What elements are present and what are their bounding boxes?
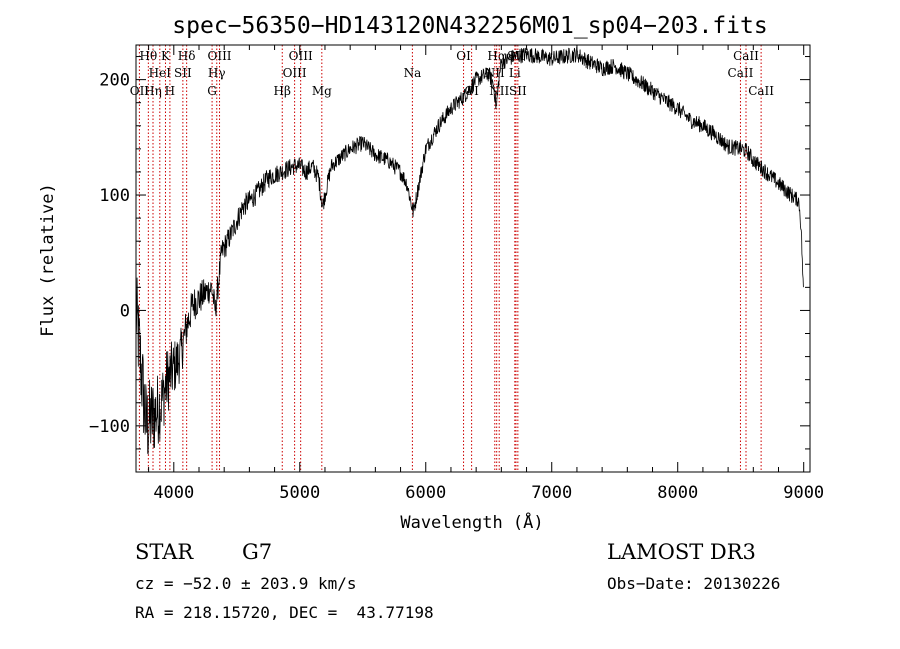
spectral-line-label: K (161, 49, 171, 63)
spectral-line-label: NII (489, 84, 509, 98)
spectral-line-label: Hη (144, 84, 162, 98)
obs-date-text: Obs−Date: 20130226 (607, 574, 781, 593)
spectral-line-label: H (165, 84, 175, 98)
spectral-line-label: Hδ (178, 49, 196, 63)
x-axis-label: Wavelength (Å) (400, 511, 543, 533)
spectral-line-label: Na (404, 66, 422, 80)
y-axis-label: Flux (relative) (38, 183, 58, 337)
y-tick-label: −100 (89, 417, 130, 437)
spectral-line-label: HeI (149, 66, 172, 80)
spectrum-line (135, 47, 804, 456)
object-subclass: G7 (242, 540, 273, 564)
spectral-line-label: Mg (312, 84, 332, 98)
spectrum-series (135, 47, 804, 456)
x-tick-label: 8000 (657, 483, 698, 503)
spectral-line-label: OI (456, 49, 471, 63)
x-tick-label: 7000 (531, 483, 572, 503)
object-class: STAR (135, 540, 194, 564)
x-tick-label: 9000 (783, 483, 824, 503)
spectral-line-label: CaII (728, 66, 754, 80)
spectral-line-label: SII (509, 84, 527, 98)
spectral-line-label: SII (174, 66, 192, 80)
spectral-line-label: Hα (487, 49, 506, 63)
y-tick-label: 200 (99, 71, 130, 91)
spectral-line-label: CaII (748, 84, 774, 98)
spectral-line-label: CaII (733, 49, 759, 63)
spectral-line-label: G (207, 84, 217, 98)
x-tick-label: 5000 (279, 483, 320, 503)
spectral-line-label: OII (130, 84, 150, 98)
spectral-line-label: Li (509, 66, 521, 80)
spectral-line-label: Hβ (274, 84, 291, 98)
x-tick-label: 4000 (153, 483, 194, 503)
spectral-line-label: OIII (207, 49, 231, 63)
spectral-line-label: OIII (289, 49, 313, 63)
axis-ticks: 4000 5000 6000 7000 8000 9000 −100 0 100 200 (89, 45, 824, 503)
redshift-text: cz = −52.0 ± 203.9 km/s (135, 574, 357, 593)
y-tick-label: 100 (99, 186, 130, 206)
y-tick-label: 0 (120, 301, 130, 321)
spectral-line-label: Hθ (139, 49, 157, 63)
plot-frame (135, 44, 811, 473)
chart-title: spec−56350−HD143120N432256M01_sp04−203.f… (172, 13, 767, 39)
x-tick-label: 6000 (405, 483, 446, 503)
coordinates-text: RA = 218.15720, DEC = 43.77198 (135, 603, 434, 622)
spectral-line-label: Hγ (208, 66, 226, 80)
survey-name: LAMOST DR3 (607, 540, 756, 564)
spectral-line-label: OIII (283, 66, 307, 80)
